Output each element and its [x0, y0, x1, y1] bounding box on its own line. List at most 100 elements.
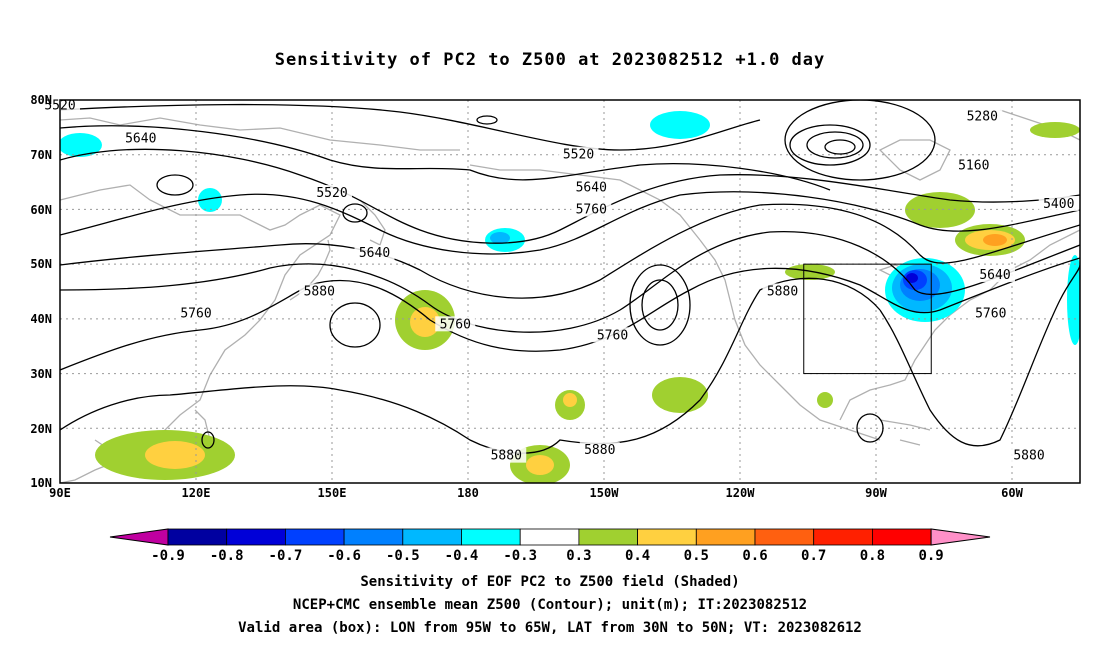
contour-label-bg: [1009, 447, 1049, 463]
lat-label: 10N: [30, 476, 52, 490]
alaska-coastline: [469, 164, 701, 241]
contour-label-bg: [571, 201, 612, 217]
colorbar-swatch: [637, 528, 697, 546]
contour-label: 5640: [125, 131, 156, 146]
colorbar-tick-label: 0.7: [801, 548, 826, 564]
colorbar-swatch: [226, 528, 286, 546]
colorbar-tick-label: -0.5: [386, 548, 420, 564]
lat-label: 50N: [30, 257, 52, 271]
colorbar-swatch: [578, 528, 639, 546]
contour-label-bg: [970, 305, 1011, 321]
colorbar-tick-label: -0.3: [503, 548, 537, 564]
colorbar-swatch: [167, 528, 228, 546]
colorbar-tick-label: -0.9: [151, 548, 185, 564]
colorbar-swatch: [519, 528, 580, 546]
contour-label: 5640: [359, 246, 390, 261]
contour-label: 5760: [180, 306, 211, 321]
colorbar-tick-label: 0.3: [566, 548, 591, 564]
contour-label-bg: [1038, 195, 1079, 211]
contour-label-bg: [571, 179, 612, 195]
contour-label: 5760: [597, 328, 628, 343]
lon-label: 180: [457, 486, 479, 500]
contour-label-bg: [176, 305, 216, 321]
contour-label-bg: [558, 146, 599, 162]
contour-label: 5880: [491, 449, 522, 464]
contour-label: 5280: [967, 109, 998, 124]
contour-label: 5520: [563, 148, 594, 163]
hudson-bay: [878, 139, 951, 181]
contour-label-bg: [579, 442, 620, 458]
lat-label: 60N: [30, 203, 52, 217]
contour-label: 5400: [1043, 197, 1074, 212]
contour-label-bg: [486, 447, 527, 463]
contour-label-bg: [962, 108, 1003, 124]
colorbar-tick-label: 0.9: [918, 548, 943, 564]
contour-label: 5880: [304, 285, 335, 300]
longitude-labels: 90E 120E 150E 180 150W 120W 90W 60W: [49, 486, 1023, 500]
contour-label: 5520: [316, 186, 347, 201]
caption-line-3: Valid area (box): LON from 95W to 65W, L…: [238, 620, 862, 636]
contour-label: 5760: [440, 317, 471, 332]
contour-label-bg: [299, 283, 340, 299]
lon-label: 150E: [318, 486, 347, 500]
contour-label-bg: [435, 316, 476, 332]
lat-label: 70N: [30, 148, 52, 162]
colorbar: [109, 528, 991, 546]
colorbar-swatch: [343, 528, 404, 546]
colorbar-tick-label: -0.8: [210, 548, 244, 564]
valid-area-box: [803, 263, 932, 375]
contour-label: 5760: [576, 202, 607, 217]
contour-label-bg: [120, 130, 161, 146]
lat-label: 20N: [30, 422, 52, 436]
lat-label: 80N: [30, 93, 52, 107]
contour-label: 5880: [1013, 449, 1044, 464]
contour-label: 5160: [958, 159, 989, 174]
contour-label: 5880: [767, 285, 798, 300]
lat-label: 30N: [30, 367, 52, 381]
contour-label-bg: [354, 245, 395, 261]
map-frame: [59, 99, 1081, 484]
colorbar-tick-label: -0.4: [445, 548, 479, 564]
colorbar-tick-label: 0.5: [684, 548, 709, 564]
latitude-labels: 80N 70N 60N 50N 40N 30N 20N 10N: [30, 93, 52, 490]
lon-label: 90W: [865, 486, 887, 500]
contour-label-bg: [953, 157, 994, 173]
colorbar-tick-label: 0.6: [742, 548, 767, 564]
contour-label: 5880: [584, 443, 615, 458]
colorbar-swatch: [872, 528, 932, 546]
na-east-coastline: [839, 229, 1080, 421]
caribbean-islands: [879, 419, 931, 446]
caption-line-2: NCEP+CMC ensemble mean Z500 (Contour); u…: [292, 597, 808, 613]
z500-contours: [60, 100, 1080, 454]
lat-label: 40N: [30, 312, 52, 326]
colorbar-tick-label: -0.7: [269, 548, 303, 564]
colorbar-swatch: [813, 528, 873, 546]
lon-label: 60W: [1001, 486, 1023, 500]
kamchatka-coastline: [359, 199, 386, 246]
colorbar-high-extension: [930, 528, 991, 546]
contour-label-bg: [975, 267, 1015, 283]
contour-label-bg: [762, 283, 803, 299]
lon-label: 150W: [590, 486, 620, 500]
contour-label-bg: [312, 185, 352, 201]
colorbar-swatch: [402, 528, 462, 546]
contour-label: 5640: [979, 268, 1010, 283]
lon-label: 120W: [726, 486, 756, 500]
colorbar-tick-label: 0.8: [860, 548, 885, 564]
contour-label-bg: [592, 327, 633, 343]
caption-line-1: Sensitivity of EOF PC2 to Z500 field (Sh…: [360, 574, 740, 590]
colorbar-swatch: [754, 528, 815, 546]
colorbar-swatch: [695, 528, 756, 546]
na-west-coastline: [699, 239, 881, 441]
colorbar-low-extension: [109, 528, 169, 546]
colorbar-labels: -0.9 -0.8 -0.7 -0.6 -0.5 -0.4 -0.3 0.3 0.4 0.5 0.6…: [151, 548, 944, 564]
contour-labels: 5520564055205640588057605760552056405760…: [40, 97, 1079, 464]
colorbar-swatch: [461, 528, 521, 546]
colorbar-tick-label: -0.6: [327, 548, 361, 564]
lon-label: 120E: [182, 486, 211, 500]
contour-label: 5760: [975, 306, 1006, 321]
colorbar-tick-label: 0.4: [625, 548, 650, 564]
colorbar-swatch: [284, 528, 345, 546]
chart-title: Sensitivity of PC2 to Z500 at 2023082512…: [274, 50, 826, 70]
